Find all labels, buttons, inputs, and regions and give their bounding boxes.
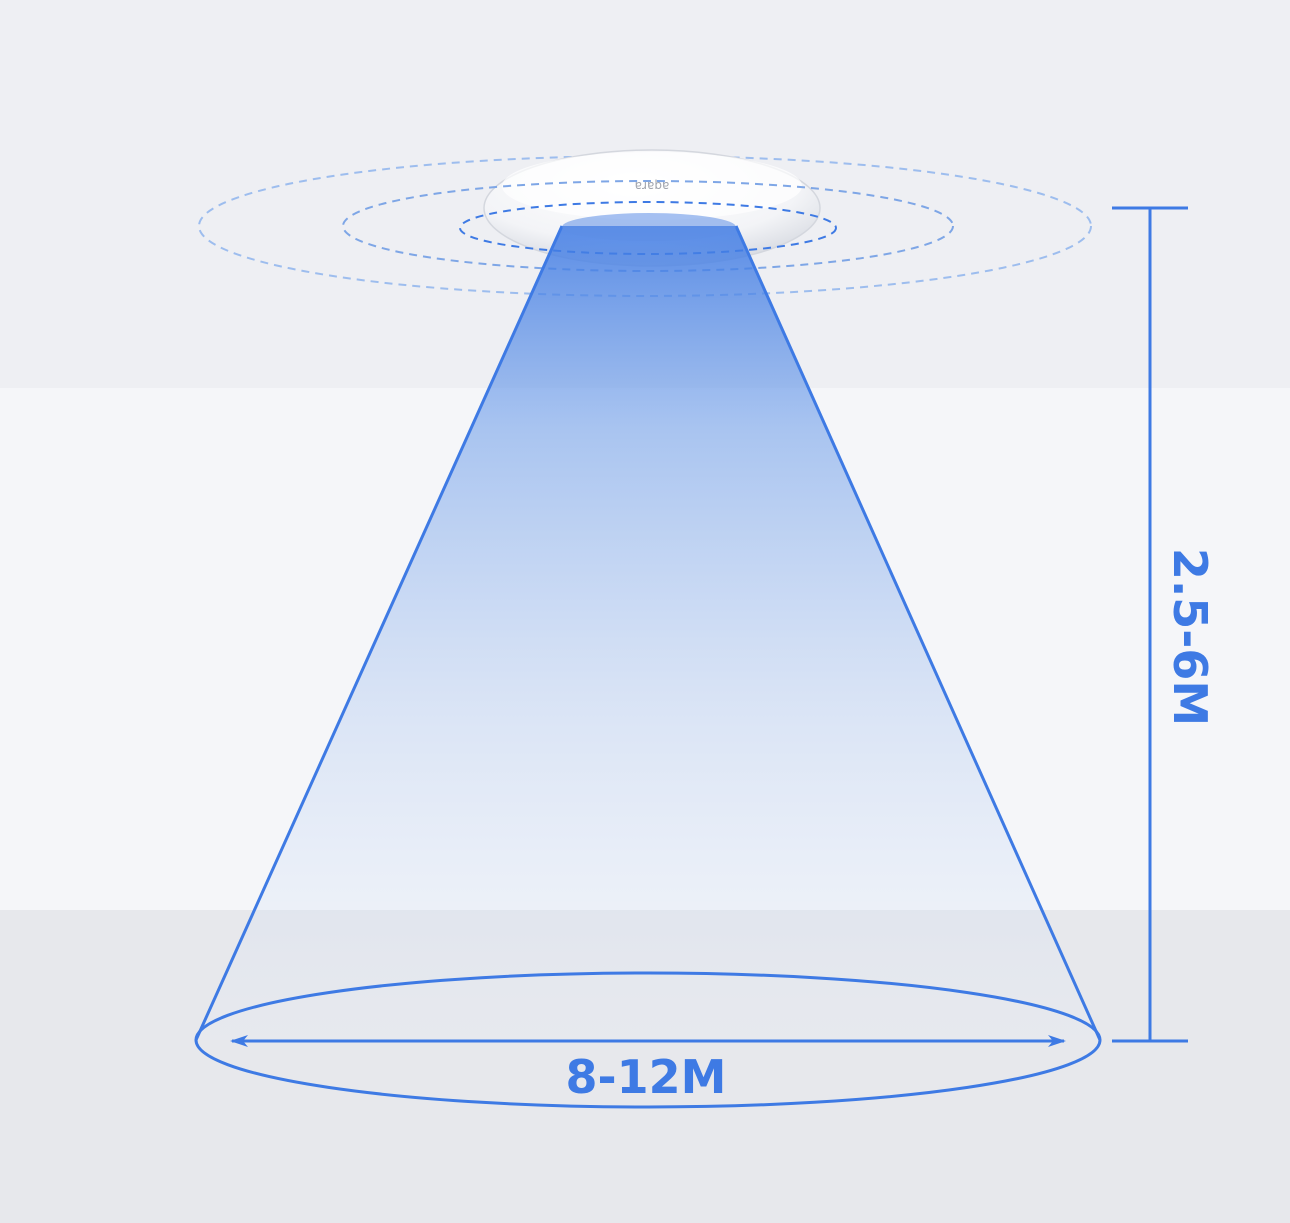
beam-source-area <box>562 213 736 241</box>
height-dimension-line <box>1112 206 1188 1043</box>
signal-wave-inner <box>459 201 837 255</box>
detection-beam <box>196 226 1100 1040</box>
beam-edge-left <box>194 225 564 1041</box>
height-label: 2.5-6M <box>1163 548 1217 726</box>
beam-edge-right <box>734 225 1102 1041</box>
diameter-label: 8-12M <box>566 1050 727 1104</box>
device-logo: aqara <box>635 179 670 193</box>
coverage-area <box>194 971 1102 1109</box>
signal-wave-outer <box>198 155 1092 297</box>
